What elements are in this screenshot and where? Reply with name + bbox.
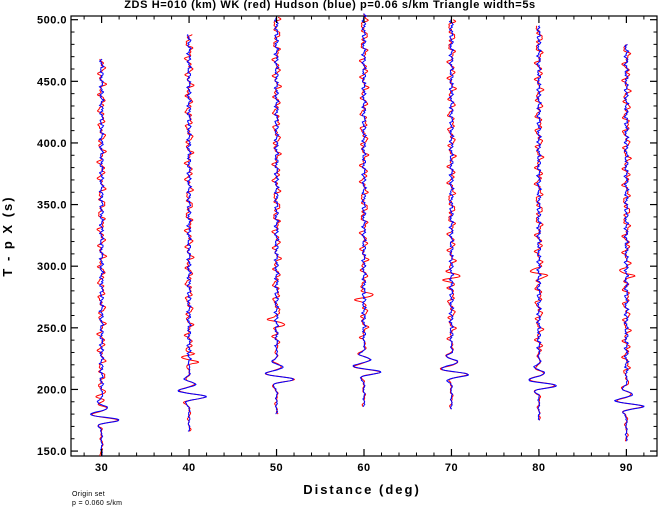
y-tick-label: 150.0 <box>37 446 67 458</box>
origin-note: Origin set <box>72 491 105 498</box>
y-tick-label: 250.0 <box>37 323 67 335</box>
wk-trace-50 <box>265 16 296 415</box>
hudson-trace-70 <box>441 19 469 410</box>
wk-trace-80 <box>529 25 556 421</box>
y-axis: 150.0 200.0 250.0 300.0 350.0 400.0 450.0 500.0 <box>37 15 657 458</box>
wk-trace-90 <box>616 43 644 442</box>
x-tick-label: 40 <box>182 462 195 474</box>
hudson-trace-90 <box>614 43 645 442</box>
chart-title: ZDS H=010 (km) WK (red) Hudson (blue) p=… <box>124 0 536 11</box>
wk-trace-30 <box>91 58 119 457</box>
y-tick-label: 200.0 <box>37 384 67 396</box>
x-axis: 30 40 50 60 70 80 90 <box>83 16 645 474</box>
y-axis-label: T - p X (s) <box>0 195 15 276</box>
y-tick-label: 500.0 <box>37 15 67 27</box>
x-axis-label: Distance (deg) <box>303 482 421 497</box>
trace-group <box>89 13 645 457</box>
hudson-trace-40 <box>177 34 208 432</box>
x-tick-label: 60 <box>357 462 370 474</box>
x-tick-label: 90 <box>620 462 633 474</box>
x-tick-label: 30 <box>95 462 108 474</box>
wk-trace-40 <box>178 34 207 432</box>
x-tick-label: 70 <box>445 462 458 474</box>
wk-trace-60 <box>352 13 382 407</box>
wk-trace-70 <box>439 19 469 410</box>
y-tick-label: 400.0 <box>37 138 67 150</box>
hudson-trace-80 <box>528 25 557 421</box>
x-tick-label: 80 <box>532 462 545 474</box>
y-tick-label: 450.0 <box>37 76 67 88</box>
x-tick-label: 50 <box>270 462 283 474</box>
slowness-note: p = 0.060 s/km <box>72 500 122 507</box>
y-tick-label: 300.0 <box>37 261 67 273</box>
hudson-trace-30 <box>89 58 120 457</box>
y-tick-label: 350.0 <box>37 200 67 212</box>
hudson-trace-50 <box>264 17 294 415</box>
hudson-trace-60 <box>352 13 382 408</box>
